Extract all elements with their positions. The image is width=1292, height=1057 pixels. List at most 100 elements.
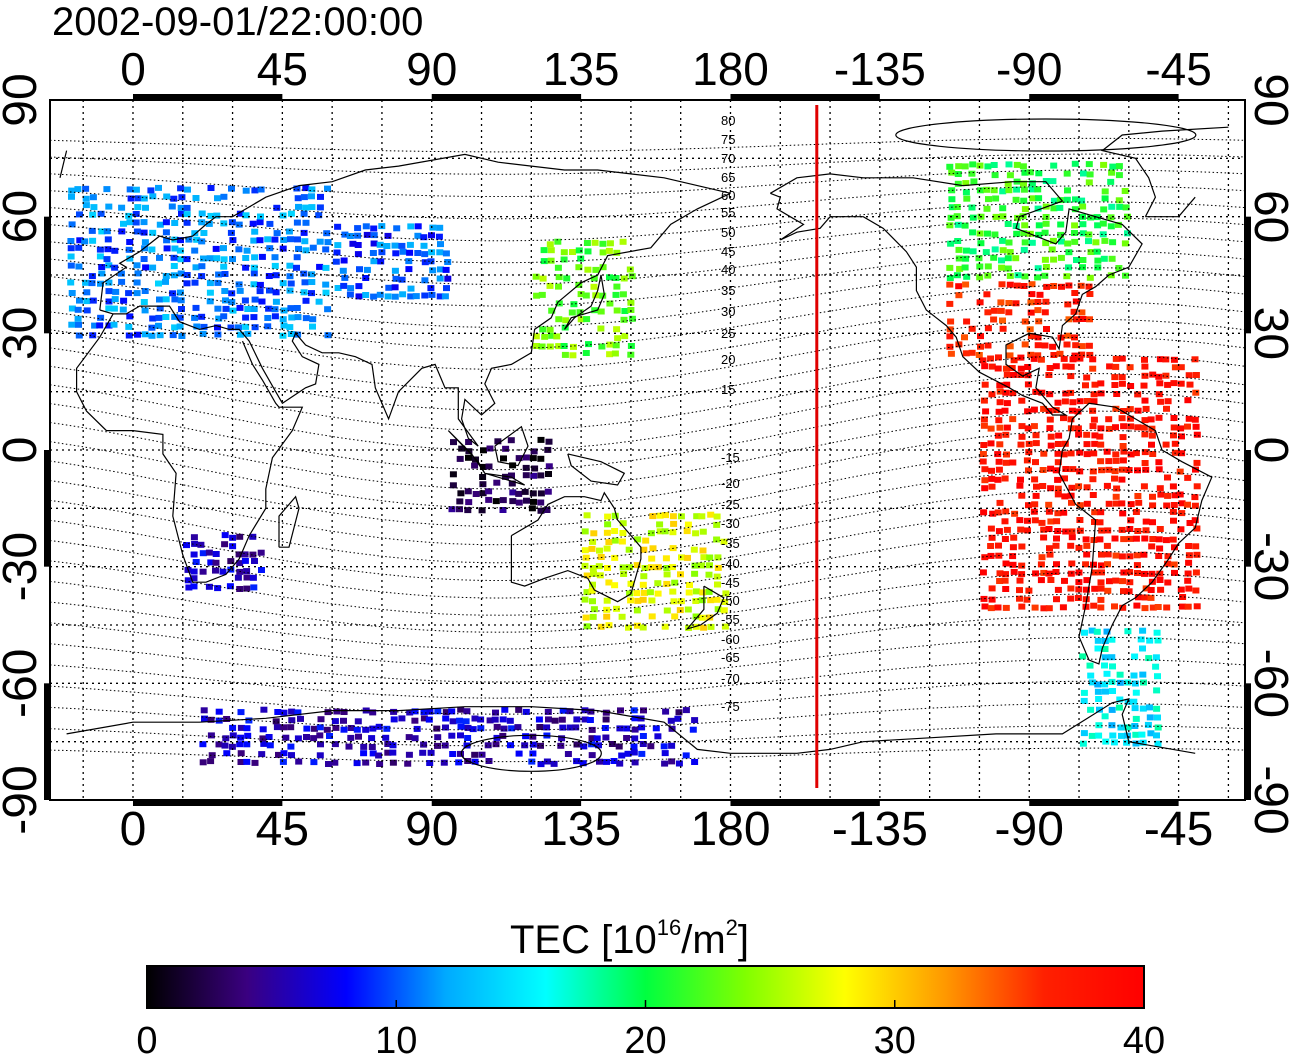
tec-cell (105, 298, 113, 305)
tec-cell (999, 188, 1007, 195)
tec-cell (1115, 265, 1123, 271)
tec-cell (1024, 425, 1032, 432)
tec-cell (105, 262, 113, 269)
tec-cell (619, 564, 627, 571)
tec-cell (559, 707, 567, 714)
tec-cell (991, 172, 999, 179)
tec-cell (575, 247, 583, 254)
tec-cell (1082, 536, 1090, 543)
colorbar-title-exponent-2: 2 (725, 915, 738, 940)
tec-cell (537, 472, 545, 479)
tec-cell (405, 734, 413, 741)
tec-cell (404, 760, 412, 767)
tec-cell (590, 283, 598, 290)
tec-cell (1120, 423, 1128, 430)
lon-tick-label-bottom: 90 (405, 803, 458, 856)
tec-cell (1047, 577, 1055, 583)
tec-cell (613, 326, 621, 333)
tec-cell (1118, 380, 1126, 387)
tec-cell (243, 585, 251, 592)
tec-cell (699, 589, 707, 596)
tec-cell (207, 559, 215, 566)
tec-cell (1154, 673, 1161, 680)
tec-cell (1045, 508, 1053, 515)
tec-cell (1153, 705, 1161, 712)
tec-cell (287, 724, 295, 731)
tec-cell (249, 574, 257, 581)
tec-cell (603, 613, 611, 620)
tec-cell (200, 707, 208, 714)
tec-cell (308, 290, 315, 297)
tec-cell (1147, 594, 1155, 601)
tec-cell (377, 258, 385, 265)
tec-cell (987, 355, 995, 362)
tec-cell (421, 292, 429, 299)
tec-cell (563, 275, 571, 282)
tec-cell (569, 352, 577, 359)
tec-cell (1118, 466, 1126, 473)
tec-cell (265, 305, 273, 312)
tec-cell (522, 472, 530, 479)
tec-cell (1034, 186, 1042, 193)
tec-cell (577, 291, 585, 298)
tec-cell (236, 586, 244, 592)
tec-cell (1003, 424, 1011, 431)
tec-cell (1075, 579, 1083, 586)
tec-cell (479, 463, 487, 470)
tec-cell (1062, 466, 1070, 472)
tec-cell (626, 564, 633, 571)
tec-cell (251, 187, 259, 194)
tec-cell (597, 325, 605, 332)
tec-cell (982, 408, 990, 415)
tec-cell (1101, 188, 1109, 195)
tec-cell (1177, 380, 1185, 387)
tec-cell (612, 275, 620, 281)
tec-cell (1050, 205, 1058, 212)
tec-cell (378, 249, 386, 256)
tec-cell (1082, 382, 1089, 389)
tec-cell (1050, 197, 1058, 204)
tec-cell (300, 194, 308, 201)
tec-cell (74, 186, 82, 193)
coastline-path (685, 585, 725, 631)
tec-cell (1091, 381, 1099, 388)
tec-cell (241, 551, 249, 558)
tec-cell (573, 741, 581, 748)
tec-cell (691, 570, 699, 577)
tec-cell (980, 442, 988, 448)
tec-cell (992, 195, 1000, 202)
tec-cell (963, 318, 971, 325)
contour-label-north: 55 (721, 205, 735, 220)
tec-cell (663, 580, 671, 587)
tec-cell (324, 185, 331, 192)
tec-cell (213, 212, 221, 219)
tec-cell (1004, 255, 1012, 262)
tec-cell (1149, 502, 1157, 509)
tec-cell (171, 245, 179, 252)
tec-cell (294, 195, 302, 202)
tec-cell (1142, 527, 1150, 534)
tec-cell (492, 498, 500, 505)
tec-cell (639, 581, 647, 588)
tec-cell (962, 281, 970, 288)
axis-labels: 8075706560555045403530252015-15-20-25-30… (0, 43, 1292, 856)
tec-cell (363, 266, 371, 273)
tec-cell (573, 716, 581, 723)
tec-cell (214, 195, 221, 202)
tec-cell (271, 236, 279, 243)
tec-cell (275, 751, 282, 758)
tec-cell (1107, 272, 1115, 279)
tec-cell (1162, 537, 1170, 544)
tec-cell (1169, 536, 1177, 543)
tec-cell (1103, 542, 1111, 549)
tec-cell (1042, 264, 1050, 270)
tec-cell (243, 741, 251, 748)
tec-cell (376, 761, 384, 767)
tec-cell (1032, 440, 1040, 447)
tec-cell (347, 725, 355, 731)
tec-cell (110, 321, 118, 328)
tec-cell (660, 743, 668, 750)
tec-cell (266, 220, 274, 227)
tec-cell (1062, 363, 1070, 370)
tec-cell (455, 759, 463, 766)
